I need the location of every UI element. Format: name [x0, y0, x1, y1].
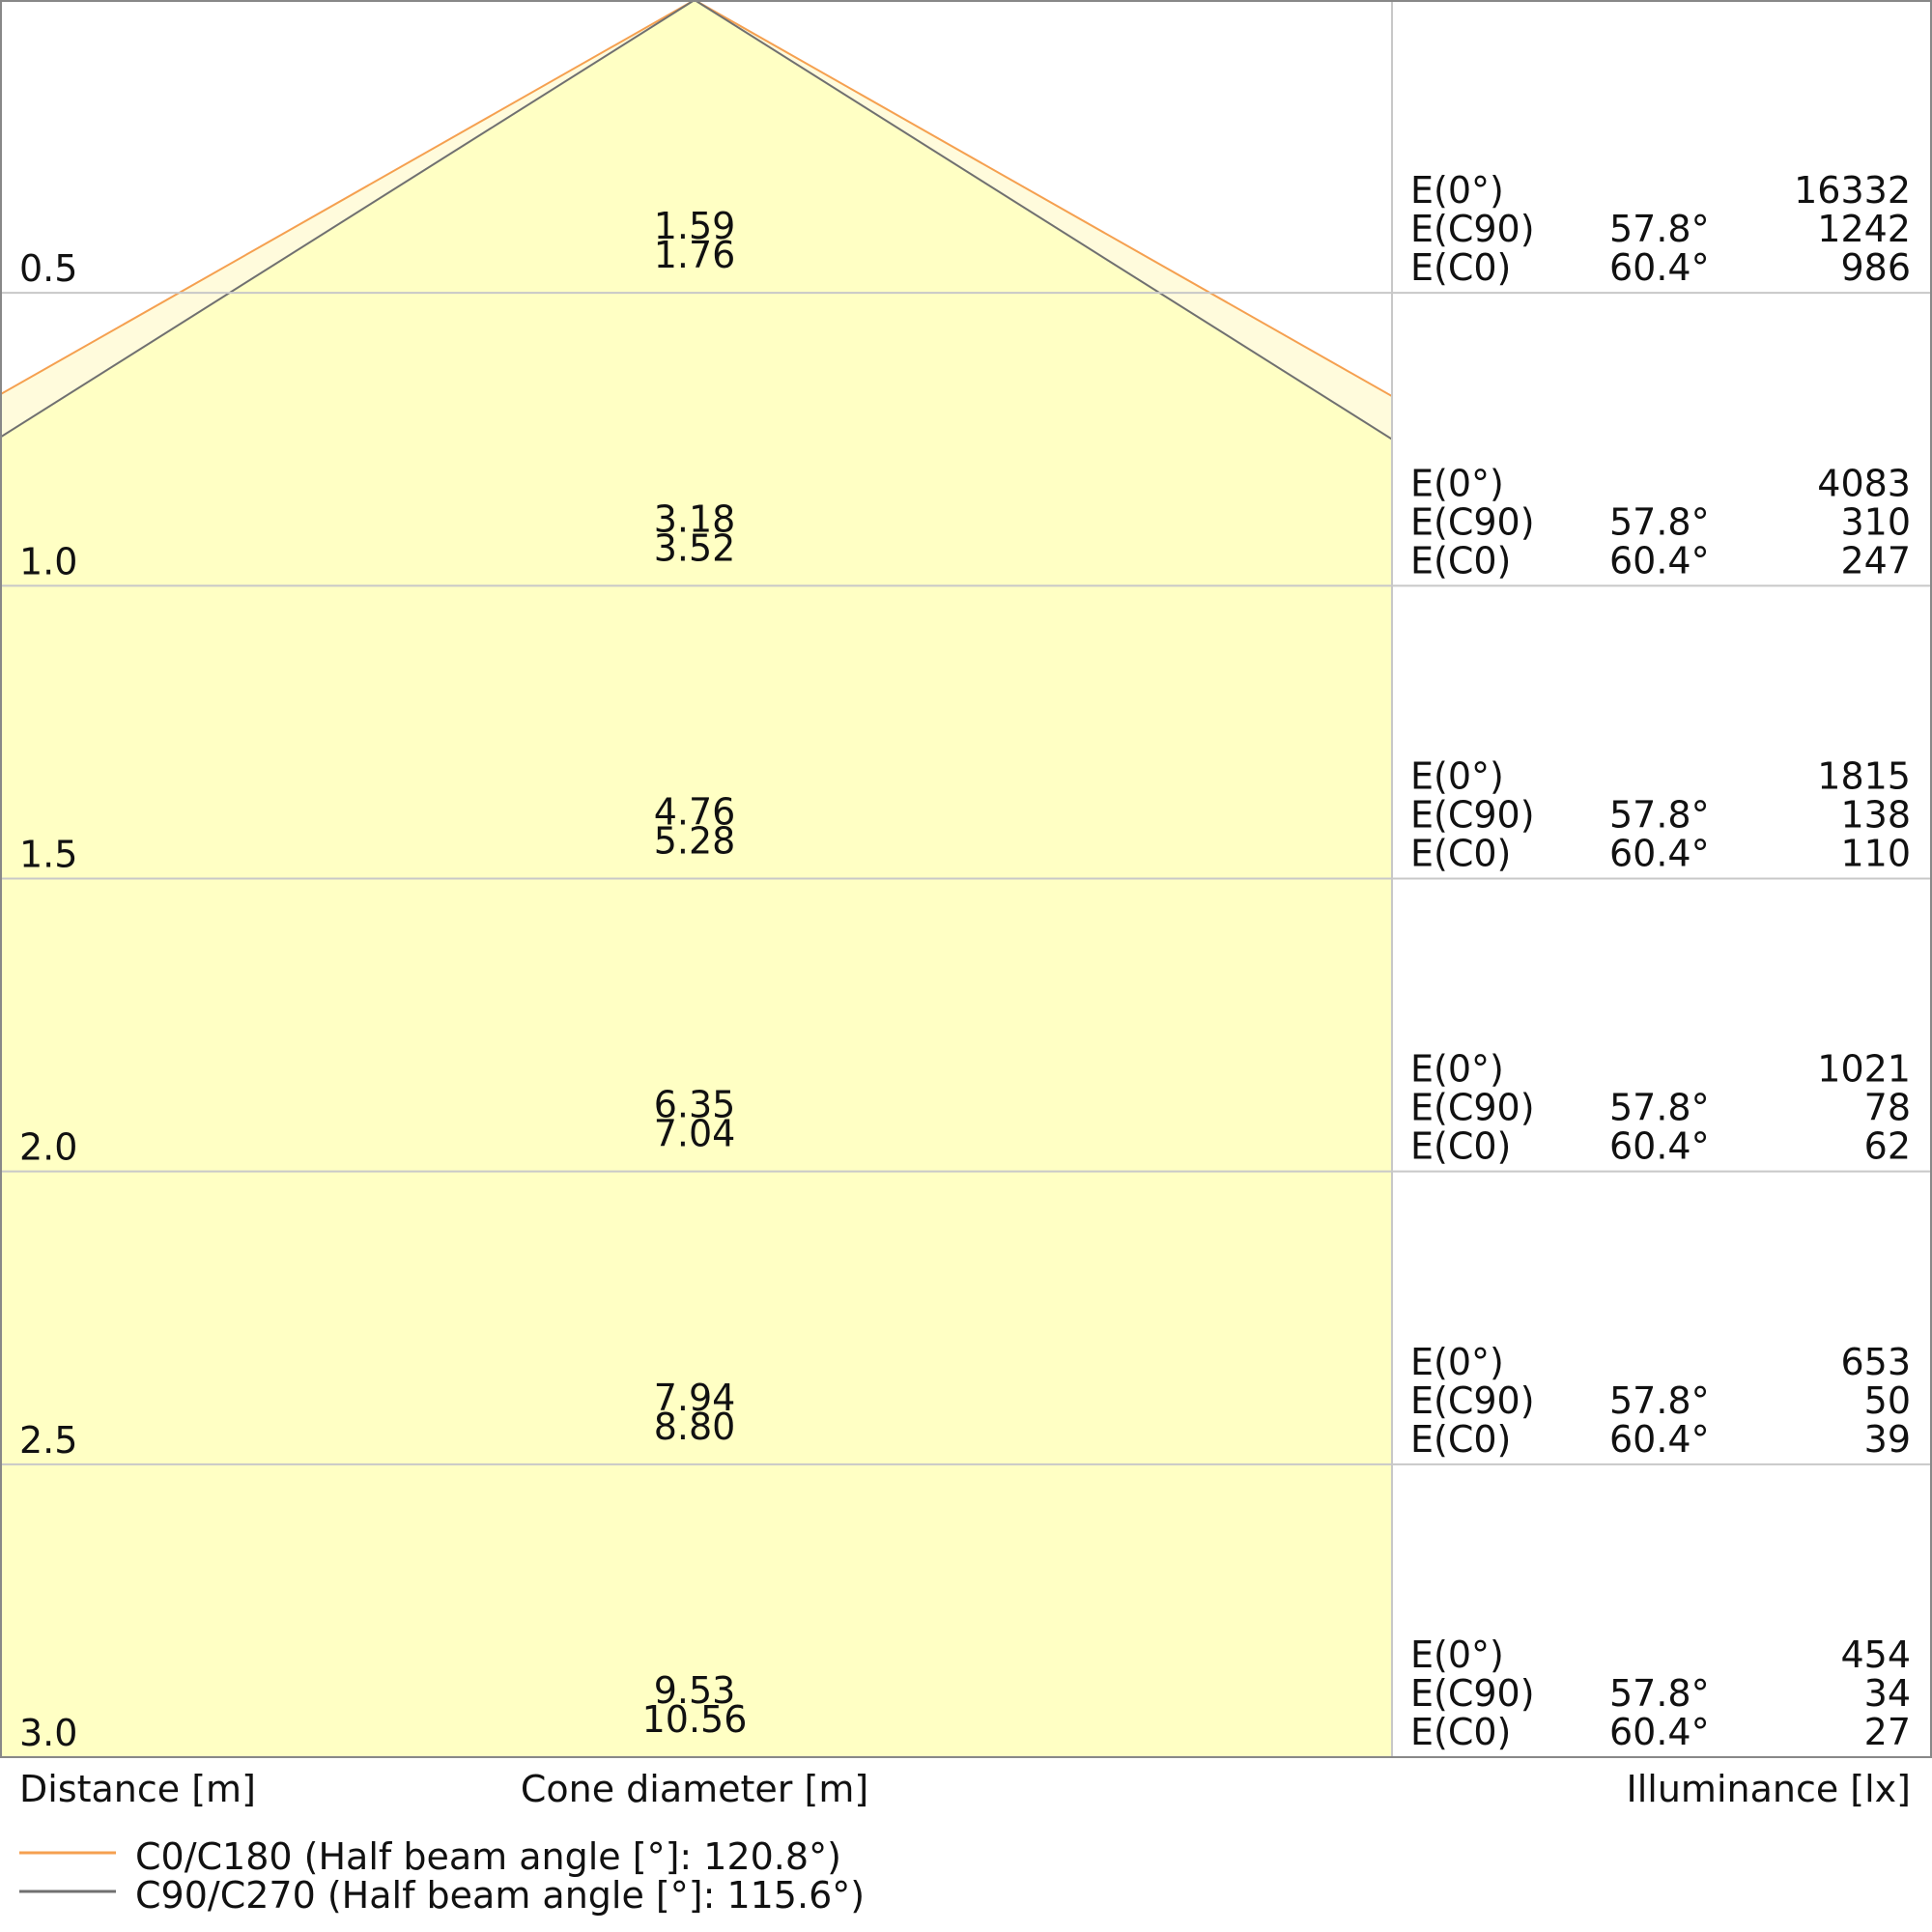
cone-diameter-c0-label: 8.80: [654, 1406, 736, 1448]
ec0-angle: 60.4°: [1609, 833, 1710, 875]
ec90-value: 310: [1840, 500, 1911, 543]
cone-diameter-c90-label: 1.59: [654, 205, 736, 247]
ec90-label: E(C90): [1410, 794, 1535, 837]
cone-diameter-c90-label: 4.76: [654, 791, 736, 834]
ec90-value: 34: [1864, 1672, 1911, 1715]
ec0-label: E(C0): [1410, 246, 1511, 289]
distance-tick-label: 0.5: [19, 247, 77, 290]
ec0-value: 247: [1840, 539, 1911, 582]
ec90-value: 1242: [1817, 208, 1911, 250]
ec0-value: 62: [1864, 1125, 1911, 1168]
distance-tick-label: 3.0: [19, 1712, 77, 1754]
ec90-angle: 57.8°: [1609, 1672, 1710, 1715]
cone-diameter-c0-label: 7.04: [654, 1113, 736, 1155]
e0-value: 653: [1840, 1341, 1911, 1383]
distance-axis-label: Distance [m]: [19, 1768, 256, 1810]
ec90-label: E(C90): [1410, 1087, 1535, 1129]
ec0-angle: 60.4°: [1609, 246, 1710, 289]
e0-value: 16332: [1794, 169, 1911, 212]
ec0-label: E(C0): [1410, 1125, 1511, 1168]
ec90-label: E(C90): [1410, 1379, 1535, 1422]
ec0-label: E(C0): [1410, 1418, 1511, 1461]
ec90-value: 50: [1864, 1379, 1911, 1422]
ec0-angle: 60.4°: [1609, 539, 1710, 582]
ec90-angle: 57.8°: [1609, 794, 1710, 837]
distance-tick-label: 2.5: [19, 1419, 77, 1462]
e0-label: E(0°): [1410, 755, 1504, 798]
ec90-label: E(C90): [1410, 1672, 1535, 1715]
cone-diameter-c90-label: 6.35: [654, 1084, 736, 1126]
cone-diameter-c0-label: 5.28: [654, 820, 736, 863]
ec0-angle: 60.4°: [1609, 1711, 1710, 1753]
ec90-angle: 57.8°: [1609, 500, 1710, 543]
ec90-label: E(C90): [1410, 500, 1535, 543]
ec0-value: 27: [1864, 1711, 1911, 1753]
cone-diameter-c0-label: 1.76: [654, 234, 736, 276]
e0-label: E(0°): [1410, 1634, 1504, 1676]
ec0-angle: 60.4°: [1609, 1125, 1710, 1168]
e0-label: E(0°): [1410, 462, 1504, 504]
ec0-label: E(C0): [1410, 539, 1511, 582]
cone-diameter-c90-label: 9.53: [654, 1669, 736, 1712]
e0-label: E(0°): [1410, 169, 1504, 212]
ec0-value: 110: [1840, 833, 1911, 875]
ec90-value: 138: [1840, 794, 1911, 837]
cone-diameter-c0-label: 3.52: [654, 526, 736, 569]
distance-tick-label: 1.0: [19, 540, 77, 582]
ec90-value: 78: [1864, 1087, 1911, 1129]
ec90-angle: 57.8°: [1609, 1379, 1710, 1422]
e0-value: 4083: [1817, 462, 1911, 504]
ec0-label: E(C0): [1410, 833, 1511, 875]
e0-value: 1815: [1817, 755, 1911, 798]
cone-diameter-c90-label: 7.94: [654, 1377, 736, 1419]
ec0-label: E(C0): [1410, 1711, 1511, 1753]
legend-label-c0: C0/C180 (Half beam angle [°]: 120.8°): [135, 1835, 841, 1878]
cone-diameter-c90-label: 3.18: [654, 497, 736, 540]
e0-value: 454: [1840, 1634, 1911, 1676]
ec0-value: 39: [1864, 1418, 1911, 1461]
illuminance-axis-label: Illuminance [lx]: [1627, 1768, 1911, 1810]
ec90-angle: 57.8°: [1609, 1087, 1710, 1129]
ec90-angle: 57.8°: [1609, 208, 1710, 250]
ec0-angle: 60.4°: [1609, 1418, 1710, 1461]
cone-diameter-c0-label: 10.56: [642, 1698, 748, 1741]
distance-tick-label: 1.5: [19, 834, 77, 876]
ec90-label: E(C90): [1410, 208, 1535, 250]
ec0-value: 986: [1840, 246, 1911, 289]
legend-label-c90: C90/C270 (Half beam angle [°]: 115.6°): [135, 1874, 865, 1917]
plot-frame: [0, 0, 1932, 1758]
cone-diameter-axis-label: Cone diameter [m]: [521, 1768, 868, 1810]
e0-value: 1021: [1817, 1048, 1911, 1091]
e0-label: E(0°): [1410, 1048, 1504, 1091]
distance-tick-label: 2.0: [19, 1126, 77, 1169]
e0-label: E(0°): [1410, 1341, 1504, 1383]
